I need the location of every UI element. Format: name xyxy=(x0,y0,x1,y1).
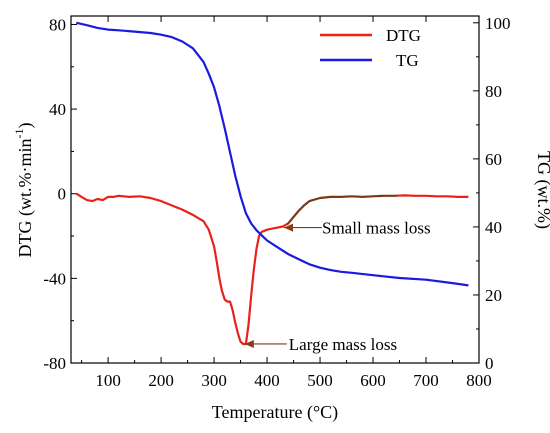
annotation-large-mass-loss-label: Large mass loss xyxy=(289,335,397,354)
y-axis-right-label: TG (wt.%) xyxy=(533,151,550,229)
legend-label-dtg: DTG xyxy=(386,26,421,45)
x-axis-label: Temperature (°C) xyxy=(212,402,338,423)
x-tick-label: 300 xyxy=(201,371,227,390)
y-left-tick-label: 80 xyxy=(49,15,66,34)
annotation-large-mass-loss: Large mass loss xyxy=(244,335,397,354)
y-right-tick-label: 0 xyxy=(485,354,494,373)
dtg-line-segment-end xyxy=(397,194,469,198)
y-axis-left-label-superscript: -1 xyxy=(12,129,26,139)
axis-ticks xyxy=(71,16,480,364)
y-axis-left-label-main: DTG (wt.%·min xyxy=(15,139,36,258)
annotation-small-mass-loss: Small mass loss xyxy=(284,219,431,238)
dtg-line-segment-peak xyxy=(287,194,397,226)
tg-line xyxy=(76,21,469,287)
axis-tick-labels: 100 200 300 400 500 600 700 800-80-400408002040… xyxy=(43,14,510,390)
y-left-tick-label: -80 xyxy=(43,354,66,373)
x-tick-label: 100 xyxy=(95,371,121,390)
y-right-tick-label: 20 xyxy=(485,286,502,305)
y-right-tick-label: 80 xyxy=(485,82,502,101)
x-tick-label: 500 xyxy=(307,371,333,390)
annotation-arrowhead-large xyxy=(244,339,254,348)
legend: DTG TG xyxy=(320,26,421,70)
y-right-tick-label: 100 xyxy=(485,14,511,33)
x-tick-label: 200 xyxy=(148,371,174,390)
annotation-arrowhead-small xyxy=(284,223,294,232)
y-axis-left-label-close: ) xyxy=(15,123,36,129)
y-axis-left-label: DTG (wt.%·min-1) xyxy=(12,123,36,258)
plot-frame xyxy=(70,15,480,364)
y-left-tick-label: -40 xyxy=(43,269,66,288)
x-tick-label: 600 xyxy=(360,371,386,390)
legend-label-tg: TG xyxy=(396,51,419,70)
y-left-tick-label: 40 xyxy=(49,100,66,119)
y-right-tick-label: 40 xyxy=(485,218,502,237)
dtg-line-segment-start xyxy=(75,192,287,346)
series-layer xyxy=(75,21,469,346)
x-tick-label: 400 xyxy=(254,371,280,390)
y-right-tick-label: 60 xyxy=(485,150,502,169)
x-tick-label: 700 xyxy=(413,371,439,390)
y-left-tick-label: 0 xyxy=(58,185,67,204)
annotation-small-mass-loss-label: Small mass loss xyxy=(322,219,431,238)
x-tick-label: 800 xyxy=(466,371,492,390)
